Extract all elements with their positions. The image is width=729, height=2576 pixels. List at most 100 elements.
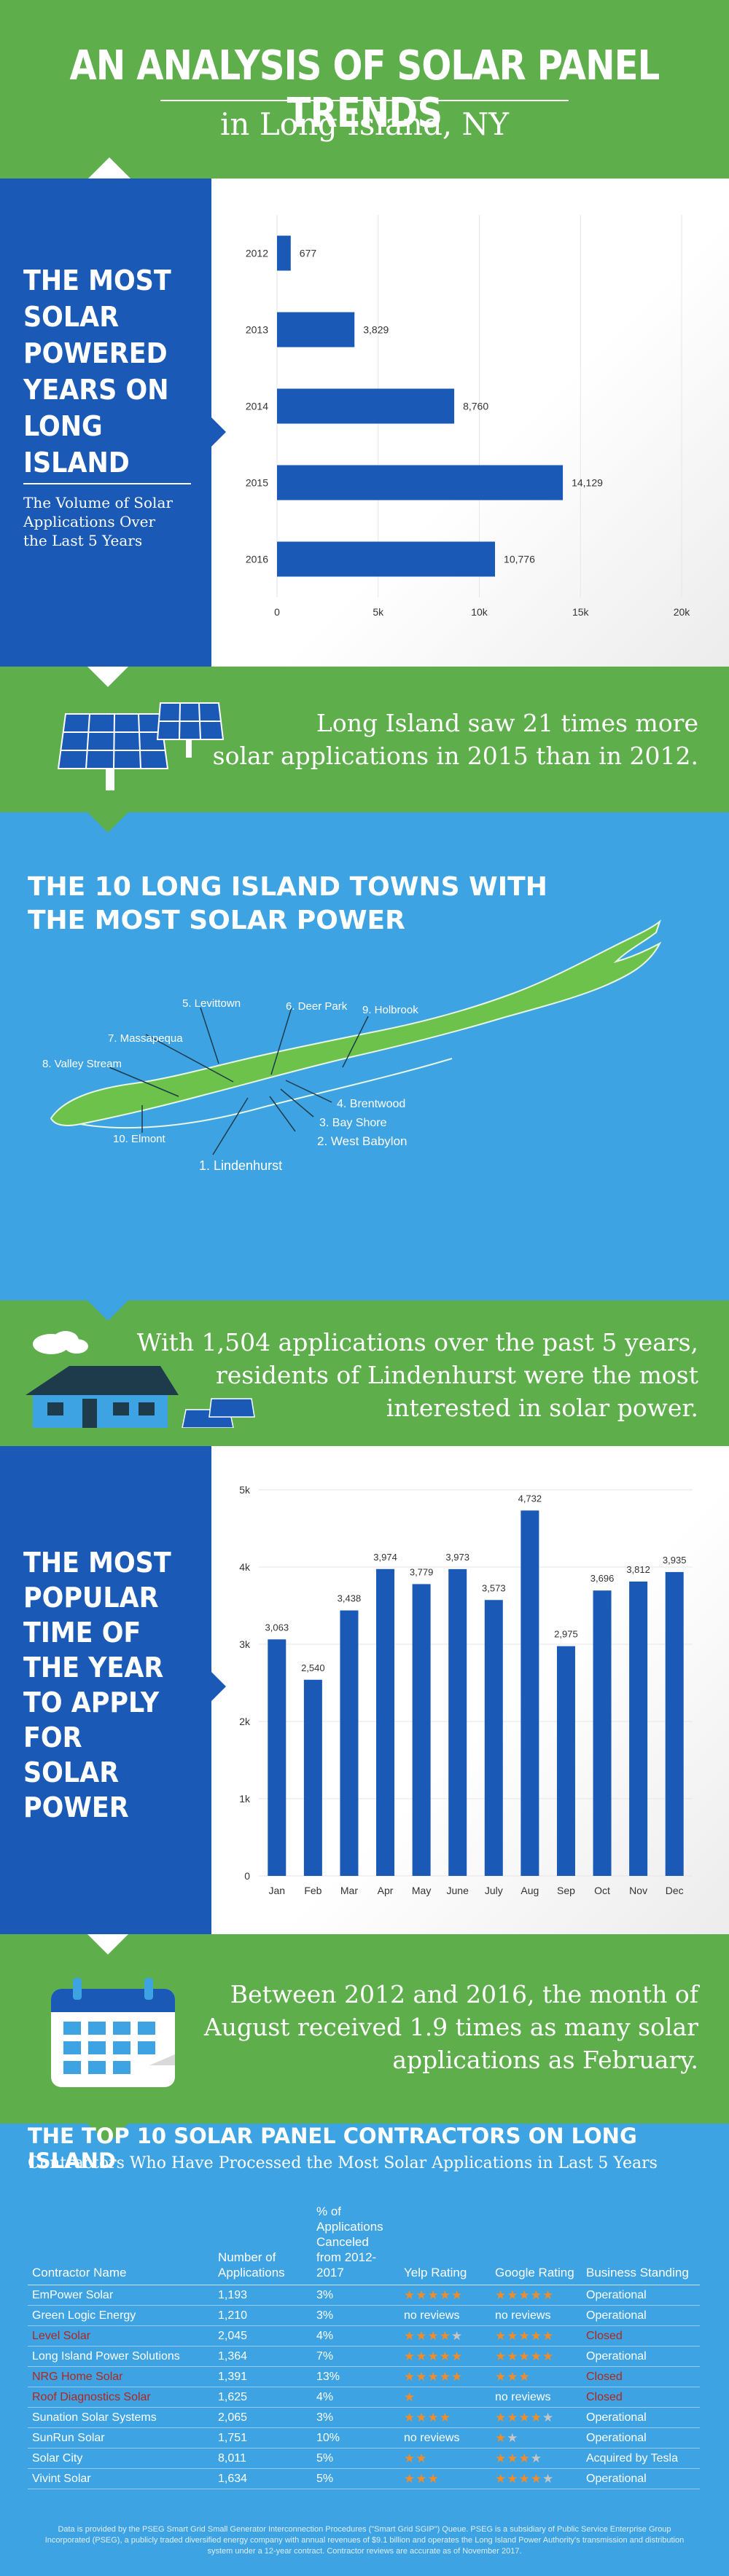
- band-notch: [87, 1934, 128, 1955]
- canceled-percent-cell: 5%: [312, 2468, 399, 2489]
- contractors-title: THE TOP 10 SOLAR PANEL CONTRACTORS ON LO…: [28, 2124, 637, 2173]
- applications-cell: 2,045: [214, 2325, 312, 2347]
- years-side-panel: THE MOST SOLAR POWERED YEARS ON LONG ISL…: [0, 178, 226, 667]
- bar: [665, 1571, 684, 1876]
- business-standing-cell: Operational: [582, 2468, 700, 2489]
- canceled-percent-cell: 4%: [312, 2387, 399, 2408]
- months-bar-chart: 0 1k 2k 3k 4k 5k 3,063 Jan 2,540 Feb 3,438 Mar 3,974…: [239, 1484, 693, 1896]
- table-row: Solar City 8,011 5% ★★ ★★★★ Acquired by Tesla: [28, 2448, 700, 2469]
- x-tick-label: 0: [274, 606, 280, 618]
- table-row: SunRun Solar 1,751 10% no reviews ★★ Operatio…: [28, 2427, 700, 2449]
- canceled-percent-cell: 7%: [312, 2346, 399, 2367]
- months-side-panel: THE MOST POPULAR TIME OF THE YEAR TO APP…: [0, 1446, 226, 1934]
- x-category-label: Nov: [629, 1885, 647, 1896]
- star-icons: ★★★★★: [404, 2349, 464, 2363]
- table-row: Sunation Solar Systems 2,065 3% ★★★★ ★★★★★ Op…: [28, 2407, 700, 2428]
- y-tick-label: 5k: [239, 1484, 251, 1496]
- months-heading-line: TO APPLY: [23, 1686, 160, 1719]
- y-tick-label: 2k: [239, 1716, 251, 1727]
- bar-value-label: 10,776: [504, 554, 535, 565]
- contractors-table: Contractor Name Number of Applications %…: [28, 2204, 700, 2489]
- bar-value-label: 4,732: [518, 1493, 542, 1504]
- contractors-section: THE TOP 10 SOLAR PANEL CONTRACTORS ON LO…: [0, 2124, 729, 2576]
- star-rating: ★★★★★: [491, 2407, 582, 2428]
- canceled-percent-cell: 4%: [312, 2325, 399, 2347]
- applications-cell: 1,193: [214, 2285, 312, 2306]
- town-label: 5. Levittown: [182, 997, 241, 1010]
- half-star-icon: ★: [451, 2328, 464, 2343]
- canceled-percent-cell: 10%: [312, 2427, 399, 2449]
- x-category-label: Jan: [269, 1885, 286, 1896]
- table-row: Long Island Power Solutions 1,364 7% ★★★★★ ★…: [28, 2346, 700, 2367]
- y-category-label: 2013: [246, 324, 268, 336]
- y-category-label: 2014: [246, 401, 268, 412]
- column-header: Google Rating: [491, 2204, 582, 2285]
- business-standing-cell: Operational: [582, 2427, 700, 2449]
- rating-text: no reviews: [399, 2305, 491, 2326]
- star-icons: ★★★★★: [495, 2471, 555, 2486]
- x-category-label: Aug: [521, 1885, 539, 1896]
- bar: [277, 541, 496, 577]
- town-label: 2. West Babylon: [317, 1134, 408, 1148]
- applications-cell: 8,011: [214, 2448, 312, 2469]
- bar-value-label: 3,974: [373, 1552, 397, 1563]
- towns-heading-line: THE MOST SOLAR POWER: [28, 906, 405, 935]
- years-section: THE MOST SOLAR POWERED YEARS ON LONG ISL…: [0, 178, 729, 667]
- panel-arrow: [211, 1672, 226, 1701]
- x-category-label: May: [412, 1885, 431, 1896]
- stat-band-3: Between 2012 and 2016, the month of Augu…: [0, 1934, 729, 2124]
- band-notch: [87, 1300, 128, 1321]
- y-tick-label: 3k: [239, 1638, 251, 1650]
- half-star-icon: ★: [542, 2410, 555, 2424]
- star-rating: ★★: [491, 2427, 582, 2449]
- contractor-name-cell: Long Island Power Solutions: [28, 2346, 214, 2367]
- y-tick-label: 4k: [239, 1561, 251, 1573]
- column-header: Contractor Name: [28, 2204, 214, 2285]
- bar-value-label: 3,779: [410, 1566, 434, 1577]
- bar-value-label: 2,540: [301, 1662, 325, 1673]
- table-row: Level Solar 2,045 4% ★★★★★ ★★★★★ Closed: [28, 2325, 700, 2347]
- y-tick-label: 0: [244, 1870, 250, 1882]
- towns-section: THE 10 LONG ISLAND TOWNS WITH THE MOST S…: [0, 812, 729, 1300]
- months-heading-line: THE MOST: [23, 1547, 171, 1579]
- calendar-icon: [51, 1978, 175, 2087]
- years-heading-line: THE MOST: [23, 264, 171, 297]
- star-icons: ★★★★: [495, 2451, 542, 2465]
- star-icons: ★★★★★: [495, 2328, 555, 2343]
- years-caption-line: the Last 5 Years: [23, 532, 143, 549]
- y-category-label: 2015: [246, 477, 268, 489]
- bar-value-label: 3,573: [482, 1582, 506, 1593]
- bar: [376, 1568, 395, 1876]
- stat-1-line: Long Island saw 21 times more: [316, 709, 698, 737]
- bar: [593, 1590, 612, 1876]
- table-row: Vivint Solar 1,634 5% ★★★ ★★★★★ Operational: [28, 2468, 700, 2489]
- band-notch: [87, 2124, 128, 2144]
- bar-value-label: 3,935: [663, 1555, 687, 1566]
- x-category-label: June: [447, 1885, 469, 1896]
- star-rating: ★★★★★: [399, 2285, 491, 2306]
- months-heading-line: POPULAR: [23, 1582, 159, 1614]
- star-icons: ★★★: [495, 2369, 531, 2384]
- table-row: EmPower Solar 1,193 3% ★★★★★ ★★★★★ Operationa…: [28, 2285, 700, 2306]
- title-divider: [160, 100, 569, 101]
- applications-cell: 1,751: [214, 2427, 312, 2449]
- table-row: Green Logic Energy 1,210 3% no reviews no re…: [28, 2305, 700, 2326]
- star-icons: ★★★★★: [404, 2288, 464, 2302]
- town-label: 3. Bay Shore: [319, 1117, 387, 1129]
- star-icons: ★★★★★: [495, 2410, 555, 2424]
- long-island-shape: [50, 919, 662, 1126]
- bar: [521, 1510, 539, 1876]
- column-header: Business Standing: [582, 2204, 700, 2285]
- star-rating: ★: [399, 2387, 491, 2408]
- bar-value-label: 3,829: [363, 324, 389, 336]
- column-header: Yelp Rating: [399, 2204, 491, 2285]
- star-rating: ★★★: [491, 2366, 582, 2387]
- canceled-percent-cell: 3%: [312, 2407, 399, 2428]
- star-icons: ★★★★★: [404, 2369, 464, 2384]
- stat-2-line: With 1,504 applications over the past 5 …: [136, 1328, 698, 1356]
- bar: [629, 1581, 648, 1876]
- years-heading-line: ISLAND: [23, 447, 130, 479]
- x-category-label: Feb: [304, 1885, 321, 1896]
- x-category-label: Dec: [666, 1885, 684, 1896]
- column-header: Number of Applications: [214, 2204, 312, 2285]
